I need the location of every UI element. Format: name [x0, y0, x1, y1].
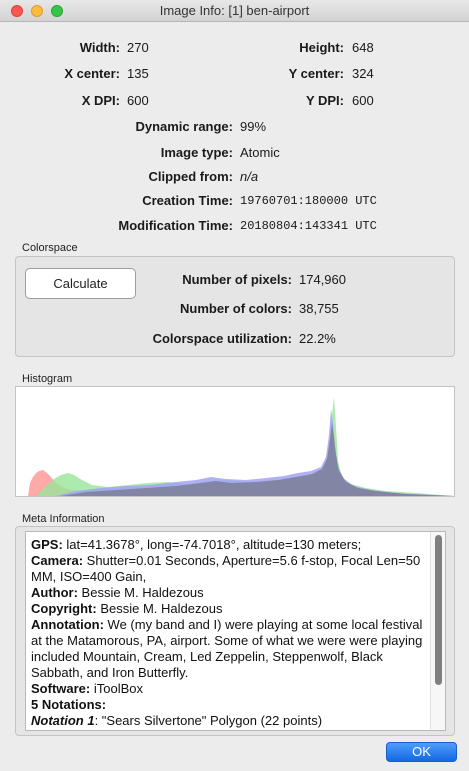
ok-button[interactable]: OK: [386, 742, 457, 762]
meta-text: GPS: lat=41.3678°, long=-74.7018°, altit…: [31, 537, 431, 729]
copyright-label: Copyright:: [31, 601, 97, 616]
utilization-value: 22.2%: [299, 331, 336, 347]
xcenter-value: 135: [127, 66, 149, 82]
histogram-graph: [16, 387, 454, 496]
histogram-overlap: [61, 423, 454, 496]
software-value: iToolBox: [90, 681, 143, 696]
creation-time-label: Creation Time:: [80, 193, 233, 209]
ydpi-label: Y DPI:: [240, 93, 344, 109]
dynamic-range-value: 99%: [240, 119, 266, 135]
title-bar[interactable]: Image Info: [1] ben-airport: [0, 0, 469, 22]
clipped-from-label: Clipped from:: [80, 169, 233, 185]
height-label: Height:: [240, 40, 344, 56]
utilization-label: Colorspace utilization:: [110, 331, 292, 347]
modification-time-value: 20180804:143341 UTC: [240, 218, 377, 234]
colorspace-title: Colorspace: [22, 242, 78, 254]
xdpi-label: X DPI:: [30, 93, 120, 109]
image-type-label: Image type:: [80, 145, 233, 161]
software-label: Software:: [31, 681, 90, 696]
gps-label: GPS:: [31, 537, 63, 552]
image-type-value: Atomic: [240, 145, 280, 161]
camera-value: Shutter=0.01 Seconds, Aperture=5.6 f-sto…: [31, 553, 420, 584]
meta-title: Meta Information: [22, 513, 105, 525]
creation-time-value: 19760701:180000 UTC: [240, 193, 377, 209]
camera-label: Camera:: [31, 553, 83, 568]
xdpi-value: 600: [127, 93, 149, 109]
histogram-panel: [15, 386, 455, 497]
author-value: Bessie M. Haldezous: [78, 585, 204, 600]
window-title: Image Info: [1] ben-airport: [0, 3, 469, 18]
notation1-value: : "Sears Silvertone" Polygon (22 points): [95, 713, 322, 728]
copyright-value: Bessie M. Haldezous: [97, 601, 223, 616]
notations-label: 5 Notations:: [31, 697, 106, 712]
ycenter-value: 324: [352, 66, 374, 82]
width-label: Width:: [40, 40, 120, 56]
clipped-from-value: n/a: [240, 169, 258, 185]
ycenter-label: Y center:: [240, 66, 344, 82]
ydpi-value: 600: [352, 93, 374, 109]
modification-time-label: Modification Time:: [60, 218, 233, 234]
xcenter-label: X center:: [30, 66, 120, 82]
dynamic-range-label: Dynamic range:: [80, 119, 233, 135]
pixels-value: 174,960: [299, 272, 346, 288]
meta-text-area[interactable]: GPS: lat=41.3678°, long=-74.7018°, altit…: [25, 531, 446, 731]
gps-value: lat=41.3678°, long=-74.7018°, altitude=1…: [63, 537, 361, 552]
width-value: 270: [127, 40, 149, 56]
author-label: Author:: [31, 585, 78, 600]
histogram-title: Histogram: [22, 373, 72, 385]
colors-value: 38,755: [299, 301, 339, 317]
height-value: 648: [352, 40, 374, 56]
meta-scroll-thumb[interactable]: [435, 535, 442, 685]
notation1-label: Notation 1: [31, 713, 95, 728]
pixels-label: Number of pixels:: [140, 272, 292, 288]
annotation-label: Annotation:: [31, 617, 104, 632]
meta-scrollbar[interactable]: [430, 532, 445, 730]
colors-label: Number of colors:: [140, 301, 292, 317]
calculate-button[interactable]: Calculate: [25, 268, 136, 299]
